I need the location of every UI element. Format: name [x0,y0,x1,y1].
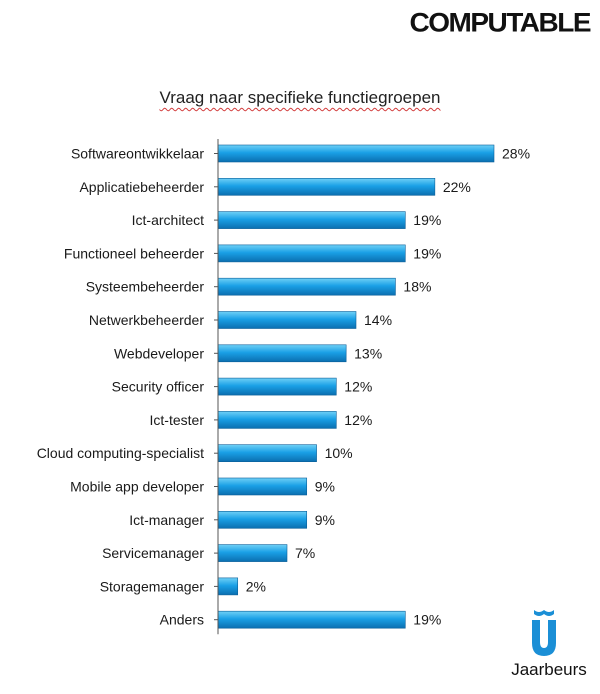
value-label: 2% [246,578,266,594]
bar [217,510,308,529]
category-label: Servicemanager [102,545,204,561]
value-label: 9% [315,479,335,495]
bar [217,411,337,429]
category-label: Storagemanager [100,578,205,594]
jaarbeurs-label: Jaarbeurs [511,660,587,679]
chart-title: Vraag naar specifieke functiegroepen [159,88,441,107]
bar [217,311,357,329]
value-label: 19% [413,612,441,628]
value-label: 10% [325,445,353,461]
jaarbeurs-emblem-icon [532,610,556,656]
bar [217,344,347,363]
value-label: 28% [502,146,530,162]
category-label: Webdeveloper [114,345,204,361]
category-label: Applicatiebeheerder [79,179,204,195]
bar [217,178,436,196]
category-label: Ict-tester [150,412,205,428]
category-label: Softwareontwikkelaar [71,146,204,162]
value-label: 18% [403,279,431,295]
value-label: 12% [344,412,372,428]
bar [217,610,406,629]
category-label: Functioneel beheerder [64,245,204,261]
category-label: Mobile app developer [70,479,204,495]
category-label: Netwerkbeheerder [89,312,205,328]
category-label: Security officer [112,379,205,395]
category-label: Ict-architect [132,212,204,228]
bar [217,444,317,463]
value-label: 19% [413,212,441,228]
computable-logo: COMPUTABLE [409,7,592,38]
category-label: Anders [160,612,204,628]
bar [217,211,406,229]
category-label: Cloud computing-specialist [37,445,204,461]
bar [217,477,308,496]
bar [217,544,288,562]
category-label: Ict-manager [129,512,204,528]
category-label: Systeembeheerder [86,279,205,295]
value-label: 13% [354,345,382,361]
value-label: 22% [443,179,471,195]
value-label: 19% [413,245,441,261]
value-label: 9% [315,512,335,528]
bar [217,144,495,163]
bar [217,577,239,596]
bar [217,244,406,263]
value-label: 7% [295,545,315,561]
value-label: 14% [364,312,392,328]
bar [217,377,337,396]
value-label: 12% [344,379,372,395]
bars-group: Softwareontwikkelaar 28% Applicatiebeheerd… [37,139,530,635]
bar [217,277,396,296]
